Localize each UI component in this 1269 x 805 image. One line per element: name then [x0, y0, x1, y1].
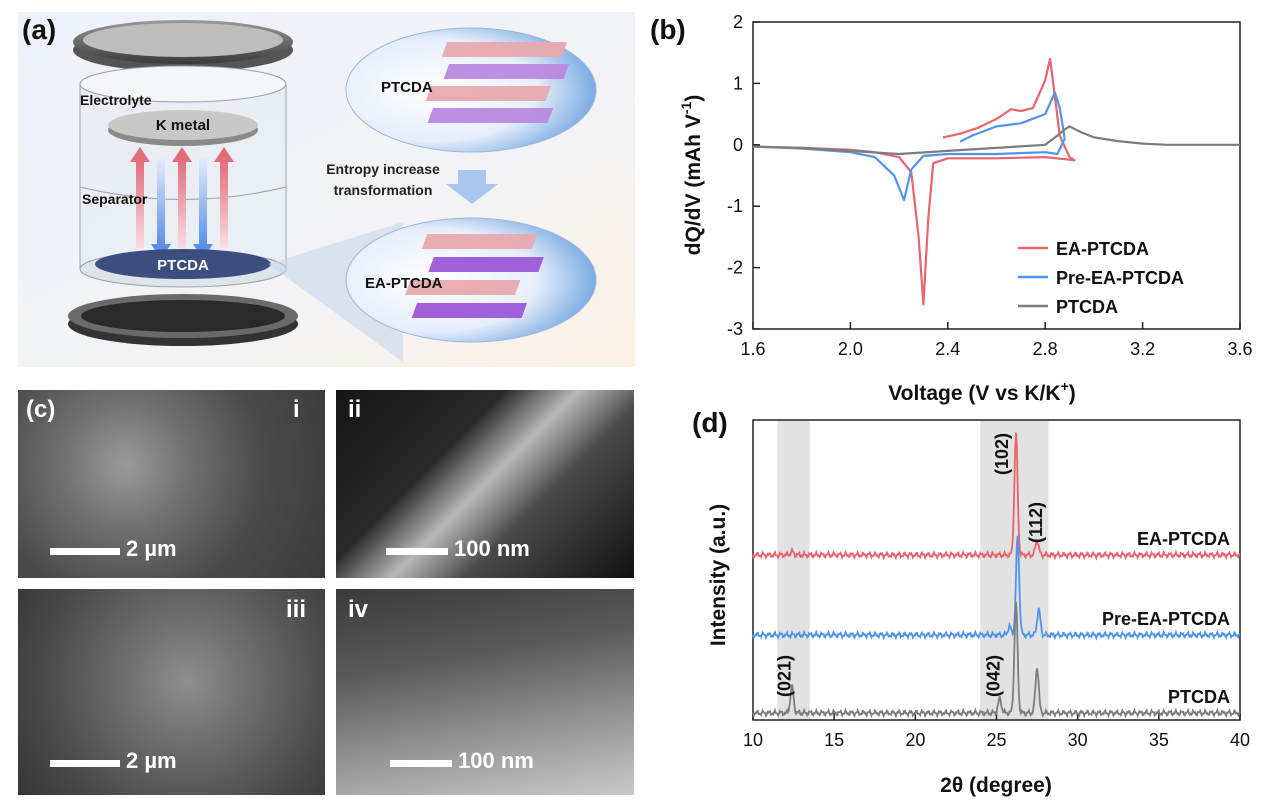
xrd-x-tick-label: 40	[1230, 730, 1250, 750]
xrd-x-tick-label: 25	[986, 730, 1006, 750]
image-ii-label: ii	[348, 396, 362, 423]
dqdv-chart: 1.6 2.0 2.4 2.8 3.2 3.6 2 1 0 -1 -2 -3 EA-PTCDA Pre-…	[678, 12, 1253, 405]
battery-schematic: Electrolyte K metal Separator PTCDA PTCD…	[18, 12, 635, 367]
scale-bar-iii	[50, 760, 120, 767]
scale-bar-i	[50, 548, 120, 555]
xrd-chart: 10 15 20 25 30 35 40 EA-PTCDA Pre-EA-PTCDA PTCDA…	[707, 419, 1250, 797]
scale-text-ii: 100 nm	[454, 536, 530, 561]
image-iii-label: iii	[286, 596, 307, 623]
scale-bar-iv	[390, 760, 452, 767]
transformation-arrow	[446, 170, 498, 204]
tem-image-ii	[336, 390, 634, 578]
dqdv-y-tick-label: 0	[733, 135, 743, 155]
image-i-label: i	[293, 396, 300, 423]
entropy-label-1: Entropy increase	[326, 161, 440, 177]
xrd-x-tick-label: 30	[1068, 730, 1088, 750]
dqdv-x-tick-label: 2.0	[838, 339, 863, 359]
dqdv-y-tick-label: 1	[733, 73, 743, 93]
xrd-y-axis-label: Intensity (a.u.)	[707, 504, 730, 646]
scale-text-iv: 100 nm	[458, 748, 534, 773]
panel-d: 10 15 20 25 30 35 40 EA-PTCDA Pre-EA-PTCDA PTCDA…	[640, 395, 1265, 800]
scale-text-i: 2 µm	[126, 536, 177, 561]
dqdv-y-tick-label: -3	[727, 319, 743, 339]
dqdv-x-tick-label: 3.2	[1130, 339, 1155, 359]
xrd-series-ea-ptcda	[752, 432, 1241, 561]
ptcda-disk-label: PTCDA	[157, 257, 209, 274]
xrd-peak-label: (042)	[984, 655, 1004, 697]
tem-image-iv	[336, 589, 634, 795]
xrd-series-label: EA-PTCDA	[1137, 529, 1230, 549]
ptcda-disk	[95, 249, 271, 279]
xrd-peak-label: (102)	[992, 433, 1012, 475]
xrd-series-pre-ea-ptcda	[752, 535, 1241, 641]
entropy-label-2: transformation	[334, 182, 433, 198]
panel-b: 1.6 2.0 2.4 2.8 3.2 3.6 2 1 0 -1 -2 -3 EA-PTCDA Pre-…	[640, 0, 1265, 410]
electrolyte-label: Electrolyte	[80, 92, 152, 108]
dqdv-y-axis-label: dQ/dV (mAh V-1)	[678, 95, 705, 256]
xrd-x-tick-label: 10	[743, 730, 763, 750]
dqdv-series-ptcda	[752, 125, 1240, 156]
scale-bar-ii	[386, 548, 448, 555]
xrd-peak-label: (021)	[774, 655, 794, 697]
xrd-series-label: Pre-EA-PTCDA	[1102, 609, 1230, 629]
dqdv-x-tick-label: 1.6	[740, 339, 765, 359]
dqdv-legend-label: EA-PTCDA	[1056, 239, 1149, 259]
dqdv-x-tick-label: 2.8	[1033, 339, 1058, 359]
dqdv-legend-label: PTCDA	[1056, 297, 1118, 317]
ion-arrows	[130, 147, 234, 259]
xrd-series-label: PTCDA	[1168, 687, 1230, 707]
panel-a: Electrolyte K metal Separator PTCDA PTCD…	[18, 12, 635, 367]
k-metal-label: K metal	[156, 117, 210, 134]
ptcda-bubble-label: PTCDA	[381, 79, 433, 96]
xrd-x-tick-label: 35	[1149, 730, 1169, 750]
ea-ptcda-molecule-stack	[404, 234, 544, 318]
dqdv-x-axis-label: Voltage (V vs K/K+)	[888, 378, 1076, 405]
xrd-x-tick-label: 20	[905, 730, 925, 750]
ea-ptcda-bubble-label: EA-PTCDA	[365, 275, 443, 292]
dqdv-series-pre-ea-ptcda	[752, 91, 1066, 202]
xrd-series-ptcda	[752, 602, 1241, 719]
panel-a-label: (a)	[22, 14, 57, 45]
dqdv-series-ea-ptcda	[752, 57, 1076, 306]
panel-b-label: (b)	[650, 14, 686, 45]
separator-label: Separator	[82, 191, 148, 207]
dqdv-legend-label: Pre-EA-PTCDA	[1056, 268, 1184, 288]
xrd-peak-label: (112)	[1026, 502, 1046, 543]
panel-d-label: (d)	[692, 407, 728, 438]
dqdv-y-tick-label: -1	[727, 196, 743, 216]
image-iv-label: iv	[348, 596, 369, 623]
ptcda-molecule-stack	[425, 42, 570, 123]
dqdv-y-tick-label: -2	[727, 258, 743, 278]
panel-c: (c) i ii iii iv 2 µm 100 nm 2 µm 100 nm	[18, 390, 638, 795]
sem-image-i	[18, 390, 325, 578]
xrd-shaded-region	[777, 420, 810, 720]
xrd-x-axis-label: 2θ (degree)	[940, 774, 1052, 797]
dqdv-x-tick-label: 2.4	[935, 339, 960, 359]
dqdv-plot-frame	[752, 21, 1241, 330]
panel-c-label: (c)	[26, 396, 56, 423]
xrd-x-tick-label: 15	[824, 730, 844, 750]
dqdv-y-tick-label: 2	[733, 12, 743, 32]
dqdv-x-tick-label: 3.6	[1227, 339, 1252, 359]
scale-text-iii: 2 µm	[126, 748, 177, 773]
